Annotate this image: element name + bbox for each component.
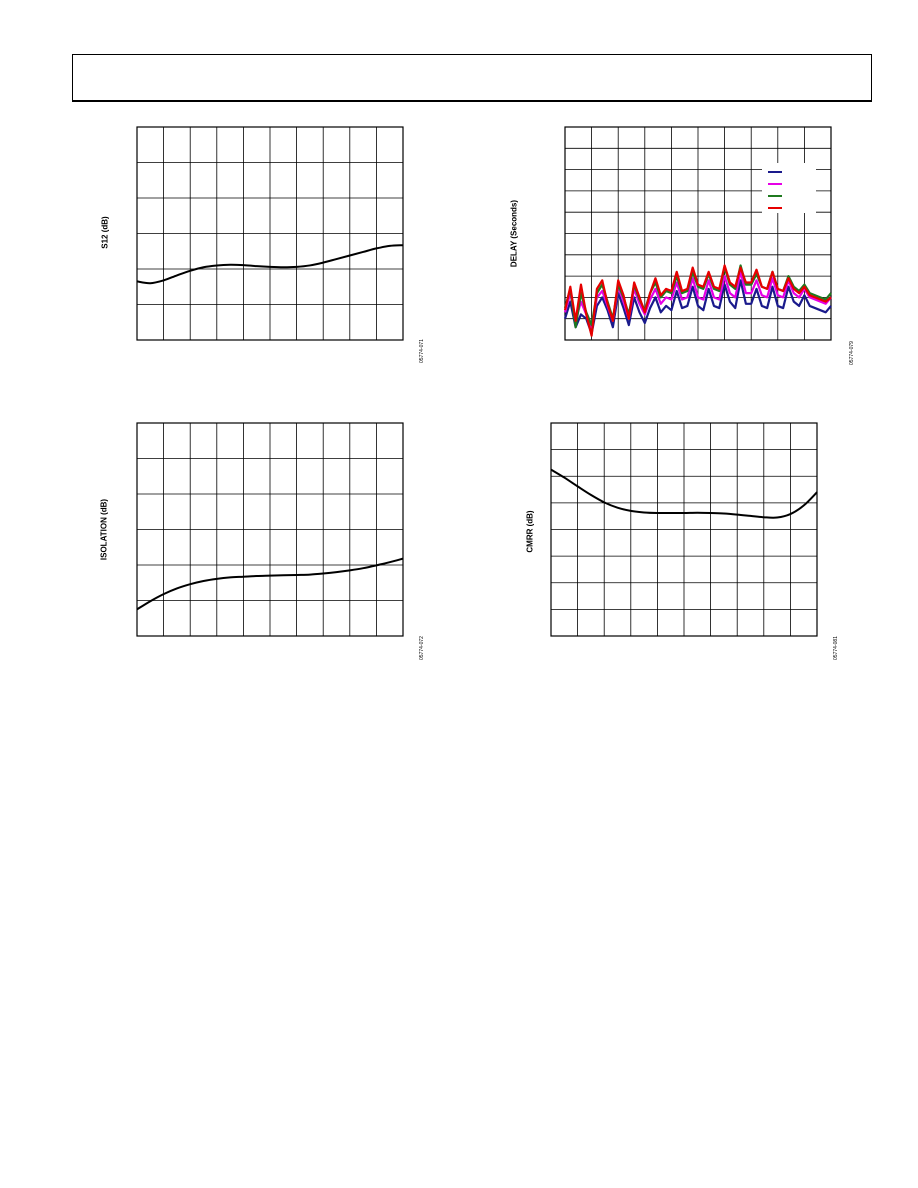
chart-4-ylabel: CMRR (dB) [525, 510, 535, 553]
chart-2-plot [564, 126, 832, 341]
plot-frame [136, 422, 404, 637]
series-line-1 [550, 468, 818, 519]
series-line-4 [564, 264, 832, 337]
page-header-box [72, 54, 872, 102]
plot-frame [136, 126, 404, 341]
chart-1-ylabel: S12 (dB) [100, 216, 110, 249]
series-line-1 [564, 279, 832, 335]
series-line-1 [136, 244, 404, 285]
chart-3-figure-id: 05774-072 [419, 636, 425, 660]
chart-4-plot [550, 422, 818, 637]
legend-box [762, 163, 816, 213]
series-line-1 [136, 557, 404, 611]
chart-3-ylabel: ISOLATION (dB) [99, 498, 109, 561]
chart-2-ylabel: DELAY (Seconds) [509, 199, 519, 268]
chart-4-figure-id: 05774-081 [833, 636, 839, 660]
plot-frame [550, 422, 818, 637]
chart-1-figure-id: 05774-071 [419, 339, 425, 363]
chart-1-plot [136, 126, 404, 341]
plot-frame [564, 126, 832, 341]
chart-2-figure-id: 05774-079 [849, 341, 855, 365]
chart-3-plot [136, 422, 404, 637]
